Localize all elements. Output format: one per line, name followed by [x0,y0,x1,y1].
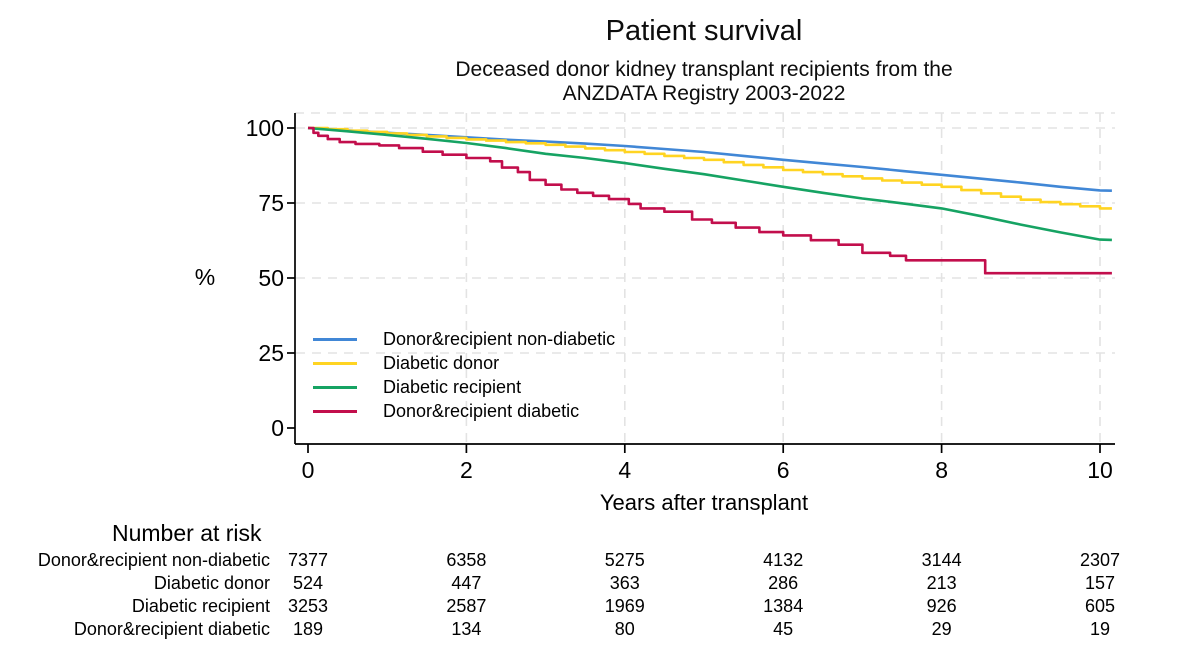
y-tick-label: 0 [271,415,284,441]
x-tick-label: 6 [776,457,790,483]
chart-subtitle-line2: ANZDATA Registry 2003-2022 [562,82,846,105]
y-tick-label: 75 [258,190,284,216]
y-tick-label: 50 [258,265,284,291]
risk-value: 286 [768,573,799,593]
legend-label: Diabetic donor [383,352,500,373]
risk-value: 213 [926,573,957,593]
series-line-diabetic-recipient [307,126,1112,242]
risk-value: 134 [451,619,482,639]
risk-table-title: Number at risk [112,520,262,546]
x-tick-label: 4 [618,457,632,483]
risk-row-label: Donor&recipient diabetic [73,619,270,639]
risk-value: 447 [451,573,482,593]
y-tick-label: 100 [245,115,284,141]
legend-item-diabetic-donor: Diabetic donor [313,352,499,374]
series-line-donor-recipient-diabetic [308,126,1112,275]
risk-row-label: Diabetic donor [153,573,270,593]
chart-subtitle: Deceased donor kidney transplant recipie… [208,58,1200,106]
risk-value: 926 [926,596,957,616]
chart-title: Patient survival [605,15,803,47]
risk-value: 5275 [604,550,645,570]
legend-label: Diabetic recipient [383,376,522,397]
legend-item-donor-recipient-diabetic: Donor&recipient diabetic [313,400,579,422]
x-tick-label: 8 [935,457,948,483]
series-curves [307,126,1112,275]
risk-value: 80 [614,619,635,639]
legend-line-swatch [313,337,357,341]
risk-value: 3144 [921,550,962,570]
risk-value: 524 [292,573,324,593]
risk-value: 19 [1089,619,1111,639]
series-line-diabetic-donor [308,126,1112,210]
risk-row-label: Diabetic recipient [131,596,270,616]
risk-value: 1384 [763,596,804,616]
y-tick-label: 25 [258,340,284,366]
risk-value: 29 [931,619,952,639]
risk-value: 7377 [287,550,329,570]
risk-value: 189 [292,619,324,639]
risk-value: 6358 [446,550,487,570]
legend-item-donor-recipient-non-diabetic: Donor&recipient non-diabetic [313,328,615,350]
risk-value: 2307 [1079,550,1121,570]
risk-value: 363 [609,573,640,593]
risk-value: 3253 [287,596,329,616]
risk-value: 2587 [446,596,487,616]
legend-line-swatch [313,409,357,413]
x-tick-label: 2 [459,457,473,483]
risk-row-label: Donor&recipient non-diabetic [37,550,270,570]
legend-line-swatch [313,385,357,389]
x-axis-label: Years after transplant [599,490,809,515]
legend-line-swatch [313,361,357,365]
y-axis-label: % [194,264,216,290]
legend-label: Donor&recipient diabetic [383,400,580,421]
legend-label: Donor&recipient non-diabetic [383,328,616,349]
risk-value: 1969 [604,596,645,616]
x-tick-label: 10 [1087,457,1113,483]
chart-subtitle-line1: Deceased donor kidney transplant recipie… [455,58,953,81]
axes [287,113,1115,453]
legend-item-diabetic-recipient: Diabetic recipient [313,376,521,398]
risk-value: 4132 [763,550,804,570]
x-tick-label: 0 [301,457,315,483]
risk-value: 605 [1084,596,1116,616]
risk-value: 45 [773,619,794,639]
risk-value: 157 [1084,573,1116,593]
